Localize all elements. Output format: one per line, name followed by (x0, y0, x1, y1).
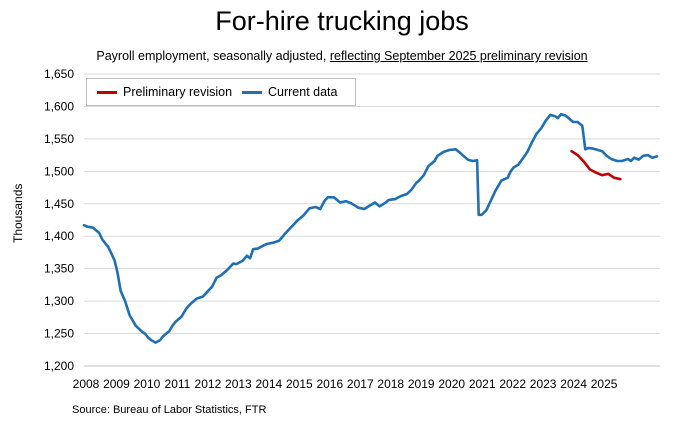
x-tick-label: 2023 (530, 377, 557, 391)
subtitle-underlined: reflecting September 2025 preliminary re… (329, 49, 588, 63)
x-tick-label: 2019 (408, 377, 435, 391)
x-tick-label: 2025 (591, 377, 618, 391)
y-tick-label: 1,250 (44, 327, 74, 341)
y-tick-label: 1,300 (44, 294, 74, 308)
x-tick-label: 2020 (438, 377, 465, 391)
y-tick-labels: 1,200 1,250 1,300 1,350 1,400 1,450 1,500 1,550… (44, 67, 74, 373)
x-tick-label: 2018 (377, 377, 404, 391)
subtitle-plain: Payroll employment, seasonally adjusted, (96, 49, 330, 63)
chart-subtitle: Payroll employment, seasonally adjusted,… (0, 49, 684, 63)
legend-swatch-current (242, 90, 262, 94)
legend-item-revision: Preliminary revision (97, 79, 232, 105)
x-tick-label: 2016 (316, 377, 343, 391)
legend: Preliminary revision Current data (86, 78, 356, 106)
y-tick-label: 1,500 (44, 164, 74, 178)
legend-swatch-revision (97, 90, 117, 94)
x-tick-label: 2010 (134, 377, 161, 391)
x-tick-label: 2015 (286, 377, 313, 391)
x-tick-label: 2024 (560, 377, 587, 391)
x-tick-label: 2011 (165, 377, 191, 391)
x-tick-label: 2017 (347, 377, 374, 391)
x-tick-label: 2013 (225, 377, 252, 391)
x-tick-label: 2014 (256, 377, 283, 391)
chart-title: For-hire trucking jobs (215, 6, 469, 36)
x-tick-label: 2008 (73, 377, 100, 391)
legend-item-current: Current data (242, 79, 337, 105)
series-line-current-data (82, 112, 659, 344)
x-tick-label: 2009 (103, 377, 130, 391)
y-tick-label: 1,550 (44, 132, 74, 146)
series-lines (82, 112, 659, 344)
y-tick-label: 1,600 (44, 99, 74, 113)
y-tick-label: 1,450 (44, 197, 74, 211)
y-tick-label: 1,400 (44, 229, 74, 243)
gridlines (84, 73, 660, 367)
legend-label-current: Current data (268, 85, 338, 99)
source-note: Source: Bureau of Labor Statistics, FTR (72, 404, 267, 416)
x-tick-label: 2021 (469, 377, 496, 391)
y-tick-label: 1,350 (44, 262, 74, 276)
x-tick-label: 2022 (499, 377, 526, 391)
legend-label-revision: Preliminary revision (123, 85, 233, 99)
x-tick-label: 2012 (195, 377, 222, 391)
series-line-preliminary-revision (570, 149, 622, 181)
x-tick-labels: 2008 2009 2010 2011 2012 2013 2014 2015 2016 2017… (73, 377, 618, 391)
y-tick-label: 1,200 (44, 359, 74, 373)
y-tick-label: 1,650 (44, 67, 74, 81)
